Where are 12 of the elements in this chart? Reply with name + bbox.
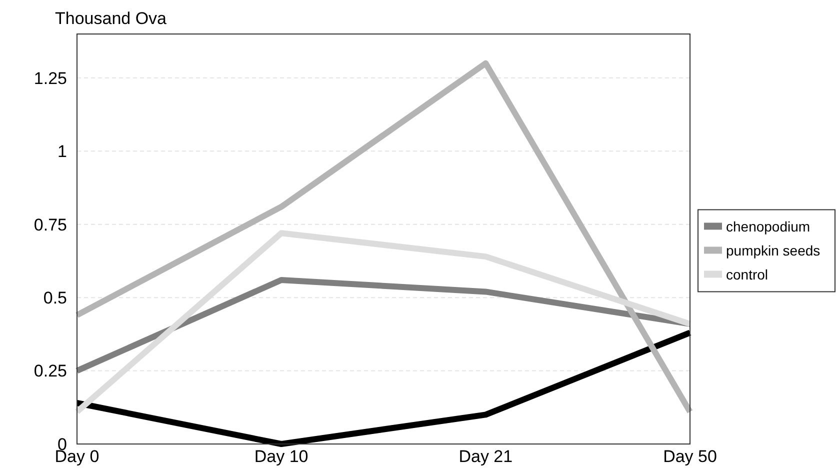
x-tick-label: Day 50	[663, 447, 717, 466]
y-tick-label: 1.25	[34, 68, 67, 88]
y-tick-label: 1	[58, 142, 67, 162]
y-tick-label: 0.75	[34, 215, 67, 234]
x-tick-label: Day 10	[254, 447, 308, 466]
y-tick-label: 0.25	[34, 362, 67, 381]
legend-label: control	[726, 266, 768, 283]
x-tick-label: Day 21	[458, 447, 513, 466]
y-axis-title: Thousand Ova	[55, 9, 168, 28]
legend-label: pumpkin seeds	[726, 242, 820, 259]
y-tick-label: 0.5	[43, 288, 67, 308]
legend-label: chenopodium	[726, 218, 810, 235]
